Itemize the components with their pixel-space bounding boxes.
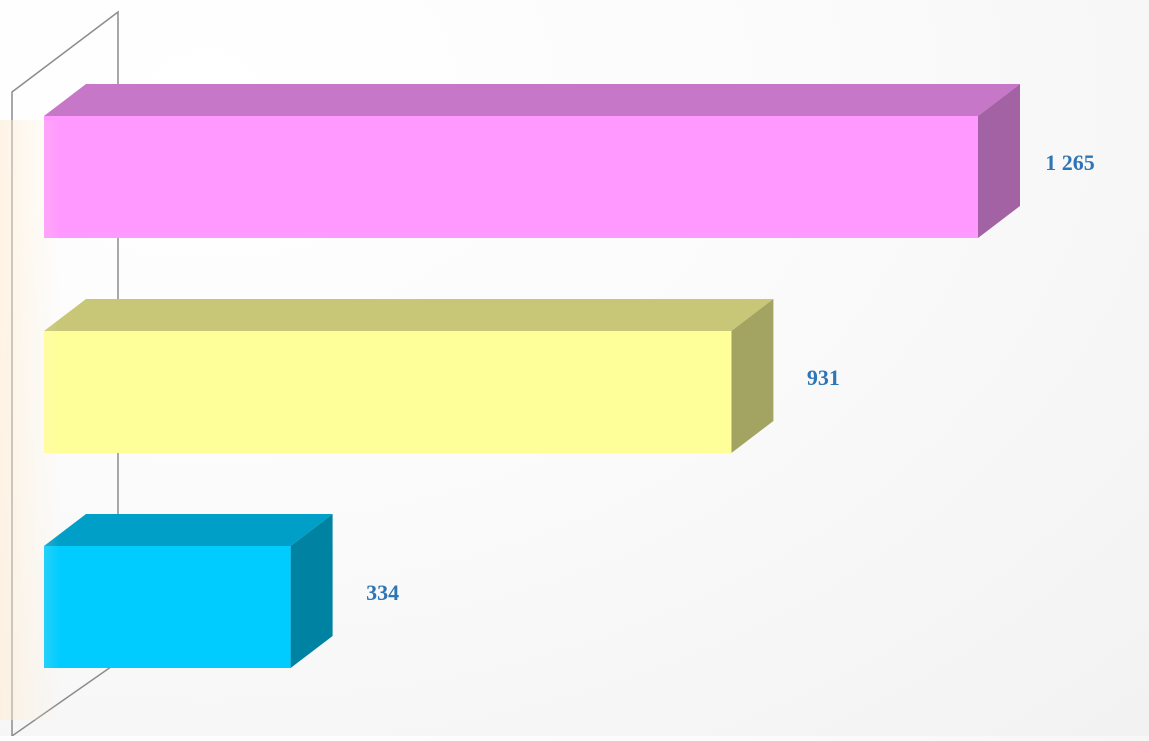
bar-2-side: [731, 299, 774, 453]
value-label-1: 1 265: [1045, 150, 1095, 175]
value-label-3: 334: [366, 580, 399, 605]
bars: [44, 84, 1020, 668]
value-label-2: 931: [807, 365, 840, 390]
bar-2-top: [44, 299, 774, 331]
bar-2: [44, 299, 774, 453]
bar-3-front: [44, 546, 291, 668]
bar-1-front: [44, 116, 978, 238]
bar-2-front: [44, 331, 732, 453]
bar-3-side: [290, 514, 333, 668]
bar-1-side: [978, 84, 1020, 238]
value-labels: 1 265 931 334: [366, 150, 1095, 605]
bar-1: [44, 84, 1020, 238]
bar-3-top: [44, 514, 333, 546]
bar-1-top: [44, 84, 1020, 116]
bar-3: [44, 514, 333, 668]
